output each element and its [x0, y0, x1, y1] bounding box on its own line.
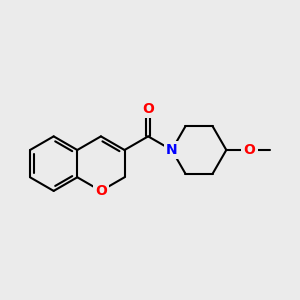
Text: N: N: [166, 143, 178, 157]
Text: O: O: [95, 184, 107, 198]
Text: O: O: [142, 102, 154, 116]
Text: O: O: [244, 143, 255, 157]
